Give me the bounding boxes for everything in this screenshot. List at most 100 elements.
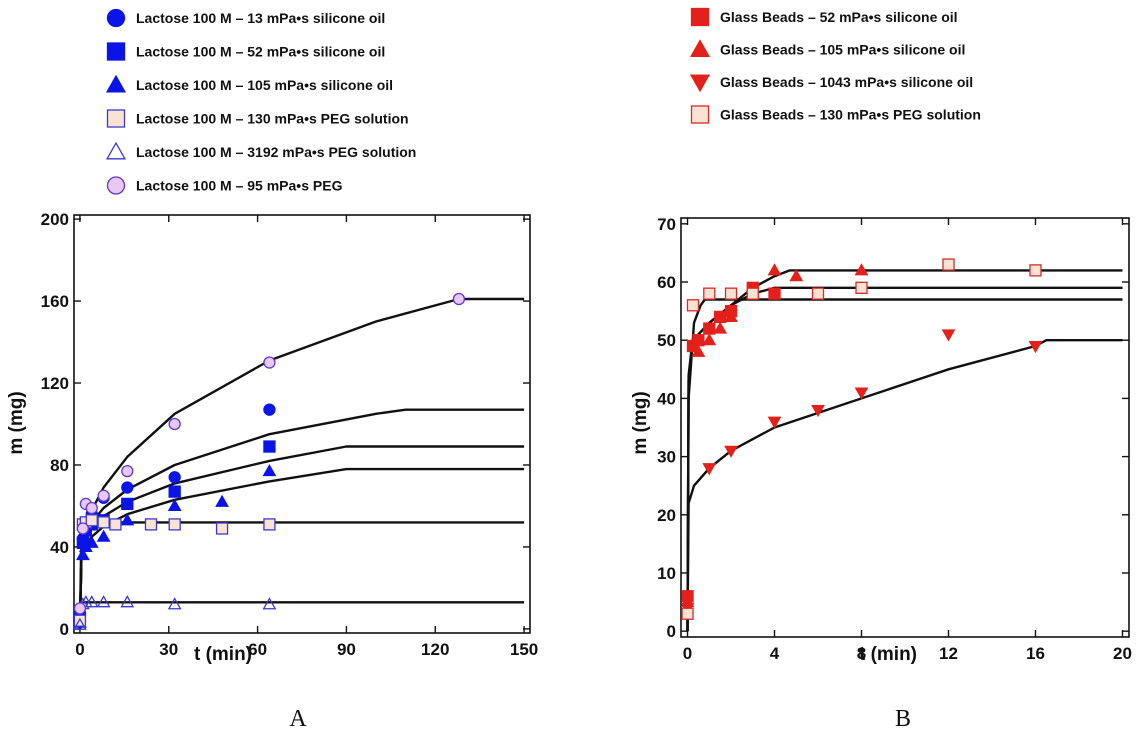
series-3 — [681, 329, 1043, 615]
fit-curve-1 — [78, 297, 525, 629]
legend-label: Glass Beads – 130 mPa•s PEG solution — [720, 107, 981, 123]
chart-panel-b: 0 4 8 12 16 20 0 10 20 30 40 50 60 70 t (min) m (mg) B — [630, 215, 1132, 732]
data-point — [702, 463, 717, 476]
data-point — [263, 403, 276, 416]
data-point — [1029, 264, 1042, 277]
data-point — [767, 416, 782, 429]
data-point — [97, 516, 110, 529]
data-point — [713, 310, 727, 324]
data-point — [85, 501, 98, 515]
x-tick-label: 120 — [421, 640, 449, 659]
series-2 — [681, 263, 869, 608]
legend-item-5: Lactose 100 M – 3192 mPa•s PEG solution — [105, 141, 416, 160]
fit-curve-5 — [78, 521, 525, 629]
data-point — [84, 595, 99, 608]
data-point — [76, 522, 90, 535]
y-tick-label: 20 — [657, 506, 676, 525]
legend-marker — [105, 141, 127, 160]
plot-frame — [680, 217, 1130, 638]
series-1 — [74, 403, 276, 619]
legend-item-2: Glass Beads – 105 mPa•s silicone oil — [689, 39, 965, 58]
legend-item-3: Lactose 100 M – 105 mPa•s silicone oil — [105, 74, 393, 93]
legend-label: Lactose 100 M – 3192 mPa•s PEG solution — [136, 144, 416, 160]
data-point — [724, 445, 738, 458]
data-point — [263, 440, 276, 453]
legend-label: Lactose 100 M – 13 mPa•s silicone oil — [136, 10, 385, 26]
data-point — [121, 481, 134, 494]
data-point — [96, 595, 111, 608]
legend-marker — [106, 42, 126, 61]
legend-item-4: Glass Beads – 130 mPa•s PEG solution — [690, 105, 981, 124]
y-tick-label: 120 — [41, 374, 69, 393]
legend-marker — [106, 109, 126, 128]
data-point — [262, 464, 277, 477]
y-tick-label: 200 — [41, 210, 69, 229]
data-point — [263, 518, 276, 531]
legend-marker — [689, 39, 711, 57]
x-tick-label: 30 — [159, 640, 178, 659]
data-point — [768, 287, 781, 300]
data-point — [767, 263, 782, 276]
data-point — [703, 287, 716, 300]
legend-marker — [105, 74, 127, 93]
legend-item-6: Lactose 100 M – 95 mPa•s PEG — [106, 176, 343, 195]
data-point — [74, 602, 87, 615]
fit-curve-1 — [686, 269, 1123, 632]
data-point — [942, 258, 955, 271]
x-tick-label: 60 — [248, 640, 267, 659]
x-tick-label: 8 — [857, 644, 866, 663]
data-point — [168, 471, 181, 484]
y-tick-label: 40 — [657, 389, 676, 408]
data-point — [452, 292, 466, 306]
data-point — [854, 263, 869, 276]
legend-marker — [106, 8, 126, 28]
y-tick-label: 40 — [50, 538, 69, 557]
y-tick-label: 60 — [657, 273, 676, 292]
legend-label: Glass Beads – 105 mPa•s silicone oil — [720, 42, 965, 58]
y-tick-label: 160 — [41, 292, 69, 311]
data-point — [681, 607, 694, 620]
data-point — [120, 513, 135, 526]
series-4 — [681, 258, 1042, 620]
legend-marker — [106, 176, 126, 195]
data-point — [84, 535, 99, 548]
y-tick-label: 50 — [657, 331, 676, 350]
data-point — [215, 522, 229, 535]
y-tick-label: 30 — [657, 448, 676, 467]
legend-label: Lactose 100 M – 130 mPa•s PEG solution — [136, 111, 409, 127]
legend-label: Lactose 100 M – 105 mPa•s silicone oil — [136, 77, 393, 93]
data-point — [215, 494, 229, 507]
legend-label: Glass Beads – 1043 mPa•s silicone oil — [720, 74, 973, 90]
legend-marker — [689, 74, 711, 93]
legend-panel-a: Lactose 100 M – 13 mPa•s silicone oil Lac… — [105, 8, 416, 195]
x-tick-label: 0 — [75, 640, 84, 659]
y-tick-label: 80 — [50, 456, 69, 475]
x-tick-label: 16 — [1026, 644, 1045, 663]
data-point — [854, 387, 869, 400]
data-point — [811, 404, 825, 418]
legend-item-4: Lactose 100 M – 130 mPa•s PEG solution — [106, 109, 409, 128]
legend-item-3: Glass Beads – 1043 mPa•s silicone oil — [689, 74, 973, 93]
x-axis-title: t (min) — [194, 644, 252, 665]
data-point — [144, 518, 158, 531]
y-tick-label: 0 — [667, 622, 676, 641]
data-point — [724, 309, 738, 322]
data-point — [691, 344, 706, 357]
legend-label: Lactose 100 M – 52 mPa•s silicone oil — [136, 44, 385, 60]
series-6 — [74, 292, 466, 615]
y-axis-title: m (mg) — [6, 391, 27, 454]
legend-item-1: Lactose 100 M – 13 mPa•s silicone oil — [106, 8, 385, 28]
series-1 — [681, 281, 781, 603]
data-point — [855, 281, 868, 294]
data-point — [262, 597, 277, 610]
data-point — [1028, 340, 1043, 354]
y-tick-label: 10 — [657, 564, 676, 583]
data-point — [703, 322, 716, 335]
data-point — [74, 614, 87, 627]
fit-curve-6 — [78, 601, 525, 629]
data-point — [109, 518, 122, 531]
data-point — [941, 329, 956, 342]
data-point — [85, 514, 98, 527]
data-point — [75, 548, 90, 561]
x-tick-label: 4 — [770, 644, 780, 663]
